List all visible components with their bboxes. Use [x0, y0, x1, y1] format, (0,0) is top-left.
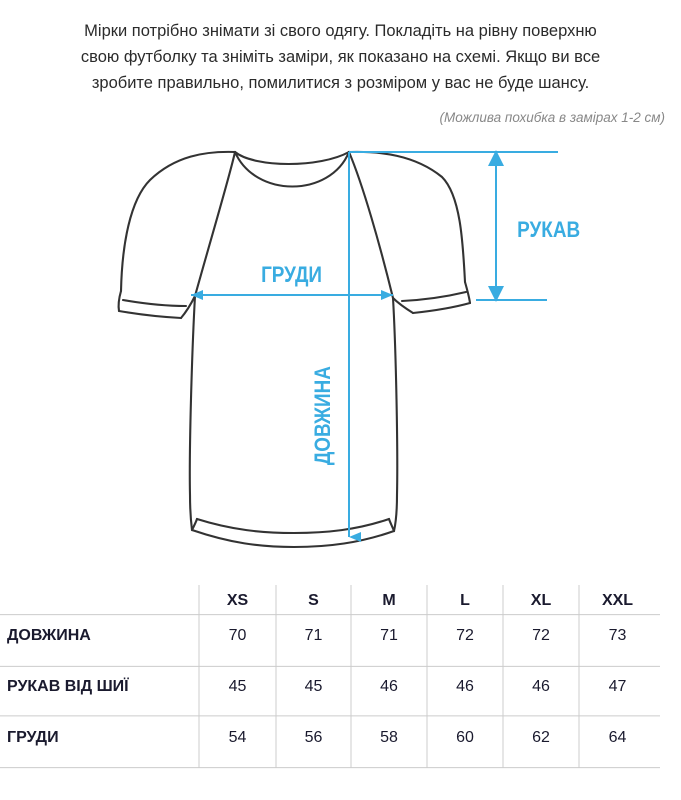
svg-text:РУКАВ: РУКАВ	[517, 218, 580, 243]
svg-text:ДОВЖИНА: ДОВЖИНА	[311, 366, 336, 465]
svg-text:ГРУДИ: ГРУДИ	[261, 263, 322, 288]
